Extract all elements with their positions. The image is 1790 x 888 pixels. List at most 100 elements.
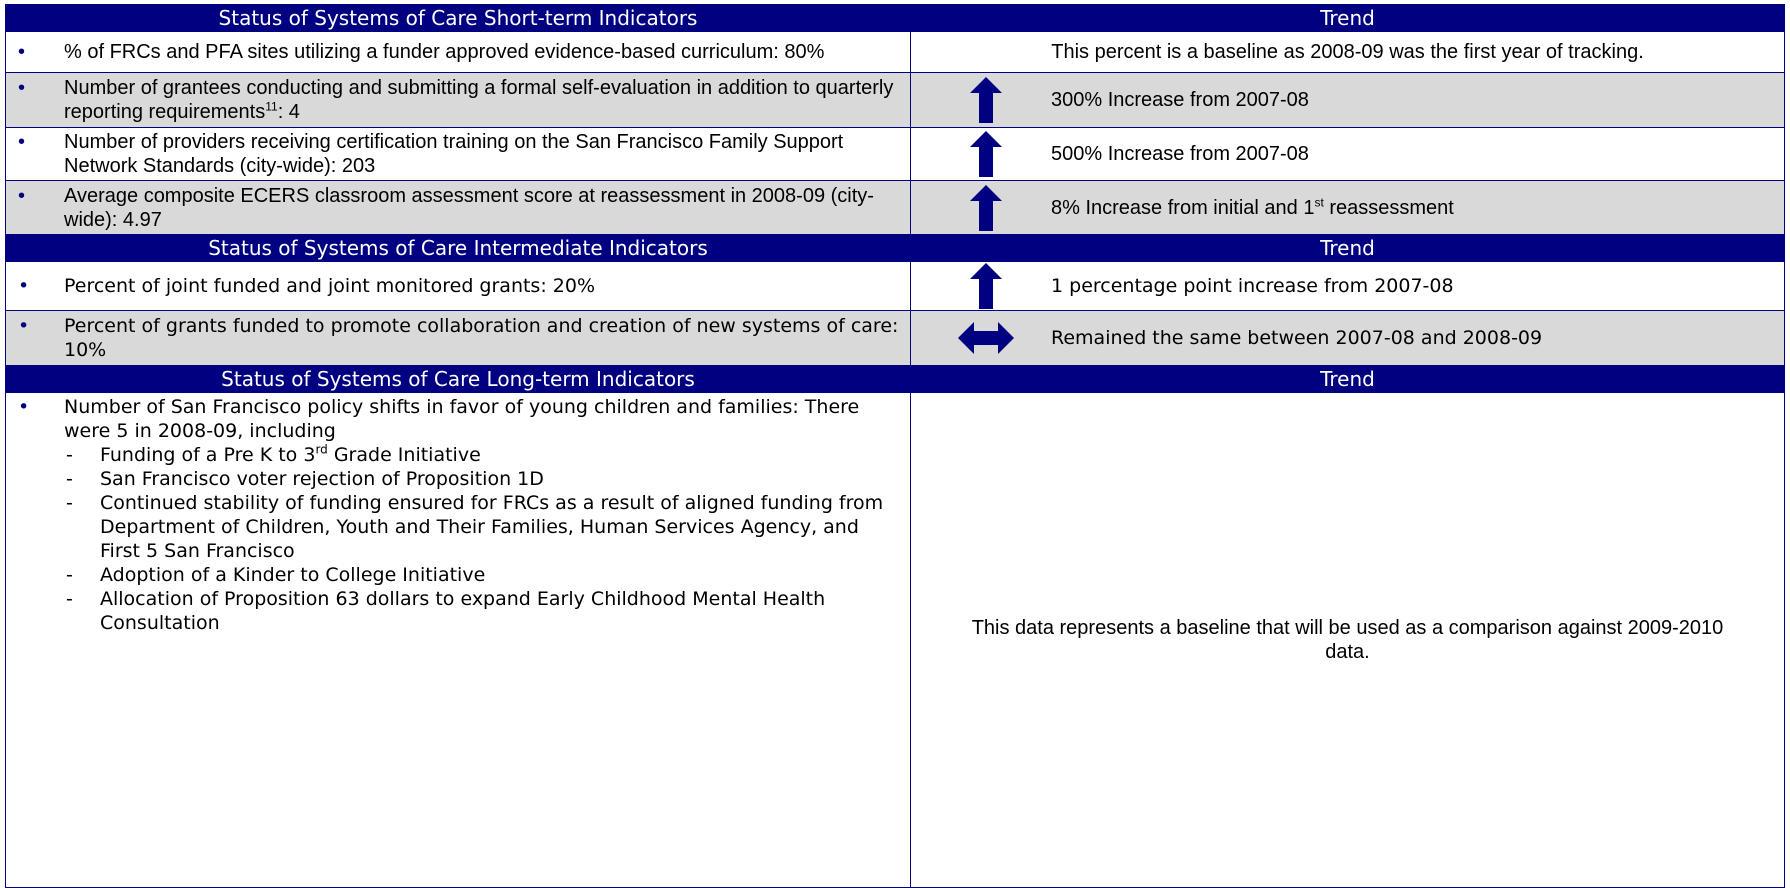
text: 500% Increase from 2007-08 bbox=[1051, 143, 1309, 165]
bullet: • bbox=[18, 184, 26, 207]
indicator-body: % of FRCs and PFA sites utilizing a fund… bbox=[64, 40, 824, 64]
trend-cell: This data represents a baseline that wil… bbox=[910, 392, 1785, 888]
trend-cell: Remained the same between 2007-08 and 20… bbox=[910, 310, 1785, 366]
indicator-text: % of FRCs and PFA sites utilizing a fund… bbox=[64, 40, 824, 64]
indicator-body: Average composite ECERS classroom assess… bbox=[64, 184, 900, 232]
indicator-row: • Average composite ECERS classroom asses… bbox=[5, 180, 1785, 235]
indicator-body: Percent of joint funded and joint monito… bbox=[64, 274, 595, 298]
text: Funding of a Pre K to 3 bbox=[100, 444, 316, 466]
trend: Remained the same between 2007-08 and 20… bbox=[911, 320, 1784, 356]
indicator-cell: • % of FRCs and PFA sites utilizing a fun… bbox=[5, 31, 911, 73]
text: 300% Increase from 2007-08 bbox=[1051, 89, 1309, 111]
bullet: • bbox=[18, 315, 30, 337]
indicator-row: • Percent of joint funded and joint monit… bbox=[5, 261, 1785, 311]
dash: - bbox=[66, 492, 73, 514]
indicator-body: Number of providers receiving certificat… bbox=[64, 130, 900, 178]
dash: - bbox=[66, 588, 73, 610]
indicator: • Percent of grants funded to promote col… bbox=[6, 312, 910, 364]
trend-text: 8% Increase from initial and 1st reasses… bbox=[1021, 196, 1454, 220]
indicator: • % of FRCs and PFA sites utilizing a fun… bbox=[6, 38, 910, 66]
header-cell: Status of Systems of Care Intermediate I… bbox=[5, 234, 911, 262]
indicator-body: Number of grantees conducting and submit… bbox=[64, 76, 900, 124]
bullet: • bbox=[18, 396, 30, 418]
bullet: • bbox=[18, 41, 26, 63]
up-arrow bbox=[970, 263, 1002, 309]
header-row: Status of Systems of Care Intermediate I… bbox=[5, 234, 1785, 262]
text: reassessment bbox=[1323, 196, 1454, 219]
trend-cell: 500% Increase from 2007-08 bbox=[910, 127, 1785, 181]
indicator-text: Average composite ECERS classroom assess… bbox=[64, 184, 900, 232]
trend-cell: This percent is a baseline as 2008-09 wa… bbox=[910, 31, 1785, 73]
trend-icon bbox=[951, 130, 1021, 178]
indicator: • Average composite ECERS classroom asses… bbox=[6, 182, 910, 234]
sub-text: Allocation of Proposition 63 dollars to … bbox=[100, 587, 900, 635]
trend: 1 percentage point increase from 2007-08 bbox=[911, 262, 1784, 310]
superscript: rd bbox=[315, 442, 328, 457]
sub-item: - Allocation of Proposition 63 dollars to… bbox=[64, 587, 900, 635]
indicator-text: Percent of joint funded and joint monito… bbox=[64, 274, 595, 298]
double-arrow bbox=[958, 322, 1014, 354]
header-cell: Trend bbox=[910, 234, 1785, 262]
trend-cell: 300% Increase from 2007-08 bbox=[910, 72, 1785, 128]
indicator-cell: • Percent of grants funded to promote col… bbox=[5, 310, 911, 366]
text: : 4 bbox=[277, 101, 300, 123]
text: Percent of joint funded and joint monito… bbox=[64, 275, 596, 297]
indicator-table: Status of Systems of Care Short-term Ind… bbox=[5, 4, 1785, 888]
trend-icon bbox=[951, 320, 1021, 356]
sub-text: Continued stability of funding ensured f… bbox=[100, 491, 900, 563]
dash: - bbox=[66, 468, 73, 490]
sub-item: - San Francisco voter rejection of Propos… bbox=[64, 467, 900, 491]
sub-item: - Funding of a Pre K to 3rd Grade Initiat… bbox=[64, 443, 900, 467]
indicator-row: • Number of grantees conducting and submi… bbox=[5, 72, 1785, 128]
indicator-row: • % of FRCs and PFA sites utilizing a fun… bbox=[5, 31, 1785, 73]
indicator-text: Number of grantees conducting and submit… bbox=[64, 76, 900, 124]
bullet: • bbox=[18, 77, 26, 99]
trend: 8% Increase from initial and 1st reasses… bbox=[911, 184, 1784, 232]
header-cell: Trend bbox=[910, 365, 1785, 393]
trend-icon bbox=[951, 262, 1021, 310]
header-cell: Status of Systems of Care Long-term Indi… bbox=[5, 365, 911, 393]
text: San Francisco voter rejection of Proposi… bbox=[100, 468, 544, 490]
header-row: Status of Systems of Care Long-term Indi… bbox=[5, 365, 1785, 393]
trend-cell: 8% Increase from initial and 1st reasses… bbox=[910, 180, 1785, 235]
trend-cell: 1 percentage point increase from 2007-08 bbox=[910, 261, 1785, 311]
up-arrow bbox=[970, 131, 1002, 177]
indicator-cell: • Number of San Francisco policy shifts i… bbox=[5, 392, 911, 888]
text: Allocation of Proposition 63 dollars to … bbox=[100, 588, 826, 634]
sub-text: Funding of a Pre K to 3rd Grade Initiati… bbox=[100, 443, 481, 467]
indicator-row: • Number of providers receiving certifica… bbox=[5, 127, 1785, 181]
up-arrow bbox=[970, 184, 1002, 231]
trend-text: 1 percentage point increase from 2007-08 bbox=[1021, 274, 1454, 298]
indicator-cell: • Number of providers receiving certifica… bbox=[5, 127, 911, 181]
bullet: • bbox=[18, 275, 30, 297]
trend-text: This data represents a baseline that wil… bbox=[911, 616, 1784, 664]
bullet: • bbox=[18, 131, 26, 153]
indicator-body: Number of San Francisco policy shifts in… bbox=[64, 395, 900, 635]
trend-text: This percent is a baseline as 2008-09 wa… bbox=[911, 40, 1784, 64]
text: Percent of grants funded to promote coll… bbox=[64, 315, 899, 361]
sub-text: San Francisco voter rejection of Proposi… bbox=[100, 467, 544, 491]
indicator: • Number of providers receiving certifica… bbox=[6, 128, 910, 180]
text: Continued stability of funding ensured f… bbox=[100, 492, 884, 562]
indicator-text: Percent of grants funded to promote coll… bbox=[64, 314, 900, 362]
trend: 500% Increase from 2007-08 bbox=[911, 130, 1784, 178]
indicator-text: Number of providers receiving certificat… bbox=[64, 130, 900, 178]
text: Grade Initiative bbox=[327, 444, 481, 466]
indicator: • Number of grantees conducting and submi… bbox=[6, 74, 910, 126]
indicator-body: Percent of grants funded to promote coll… bbox=[64, 314, 900, 362]
dash: - bbox=[66, 444, 73, 466]
trend-icon bbox=[951, 184, 1021, 232]
text: Remained the same between 2007-08 and 20… bbox=[1051, 327, 1543, 349]
indicator-row: • Percent of grants funded to promote col… bbox=[5, 310, 1785, 366]
text: 1 percentage point increase from 2007-08 bbox=[1051, 275, 1454, 297]
sub-text: Adoption of a Kinder to College Initiati… bbox=[100, 563, 485, 587]
up-arrow bbox=[970, 77, 1002, 123]
text: Average composite ECERS classroom assess… bbox=[64, 184, 874, 231]
indicator: • Number of San Francisco policy shifts i… bbox=[6, 393, 910, 637]
text: Number of San Francisco policy shifts in… bbox=[64, 396, 860, 442]
indicator-row: • Number of San Francisco policy shifts i… bbox=[5, 392, 1785, 888]
indicator-text: Number of San Francisco policy shifts in… bbox=[64, 395, 900, 443]
indicator-cell: • Number of grantees conducting and submi… bbox=[5, 72, 911, 128]
trend-icon bbox=[951, 76, 1021, 124]
